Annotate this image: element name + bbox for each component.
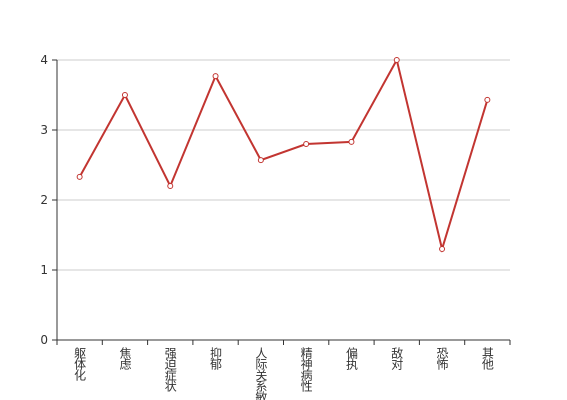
point [257, 157, 264, 164]
x-tick-label: 敌对 [390, 346, 404, 370]
x-tick-label: 焦虑 [118, 347, 132, 370]
y-tick-label: 0 [40, 333, 48, 347]
point [393, 57, 400, 63]
y-tick-label: 4 [40, 53, 48, 67]
y-tick-label: 2 [40, 193, 48, 207]
y-tick-label: 1 [40, 263, 48, 277]
line [78, 57, 489, 253]
point [303, 141, 310, 147]
point [76, 173, 83, 180]
x-tick-label: 恐怖 [435, 347, 449, 370]
x-tick-label: 躯体化 [73, 346, 87, 382]
point [212, 73, 219, 80]
y-tick-label: 3 [40, 123, 48, 137]
x-tick-label: 强迫症状 [163, 347, 177, 392]
point [121, 92, 128, 98]
x-tick-label: 抑郁 [209, 346, 223, 371]
point [167, 183, 174, 189]
point [348, 138, 355, 145]
point [484, 96, 491, 103]
x-tick-label: 精神病性 [299, 347, 313, 393]
point [439, 246, 446, 252]
x-tick-label: 人际关系敏感 [254, 347, 268, 400]
x-tick-label: 其他 [480, 347, 494, 370]
x-tick-label: 偏执 [344, 346, 358, 371]
